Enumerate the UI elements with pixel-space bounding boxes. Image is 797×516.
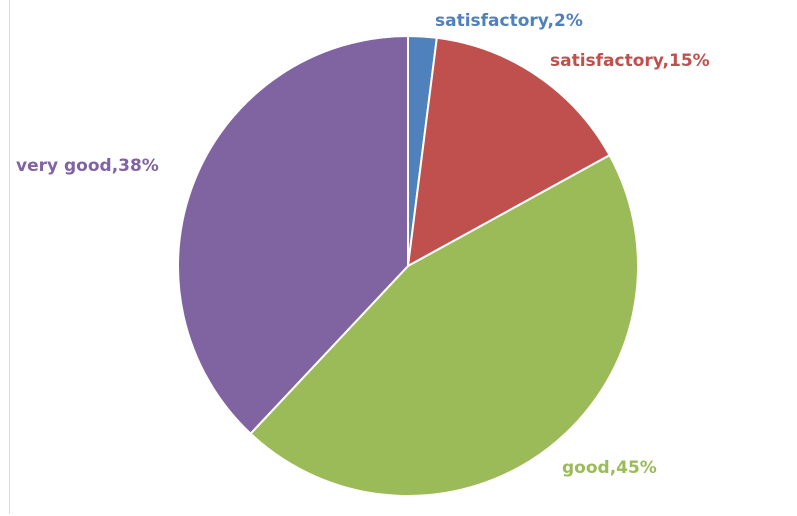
- slice-good: [249, 153, 639, 497]
- chart-frame: [9, 0, 795, 514]
- pie-slices: [177, 34, 639, 497]
- data-label-very-good-38: very good,38%: [16, 156, 159, 176]
- slice-satisfactory-15: [406, 36, 611, 268]
- pie-labels: satisfactory,2% satisfactory,15% good,45…: [16, 11, 710, 478]
- slice-very-good: [177, 34, 409, 436]
- data-label-good-45: good,45%: [562, 458, 657, 478]
- data-label-satisfactory-2: satisfactory,2%: [435, 11, 583, 31]
- data-label-satisfactory-15: satisfactory,15%: [550, 51, 710, 71]
